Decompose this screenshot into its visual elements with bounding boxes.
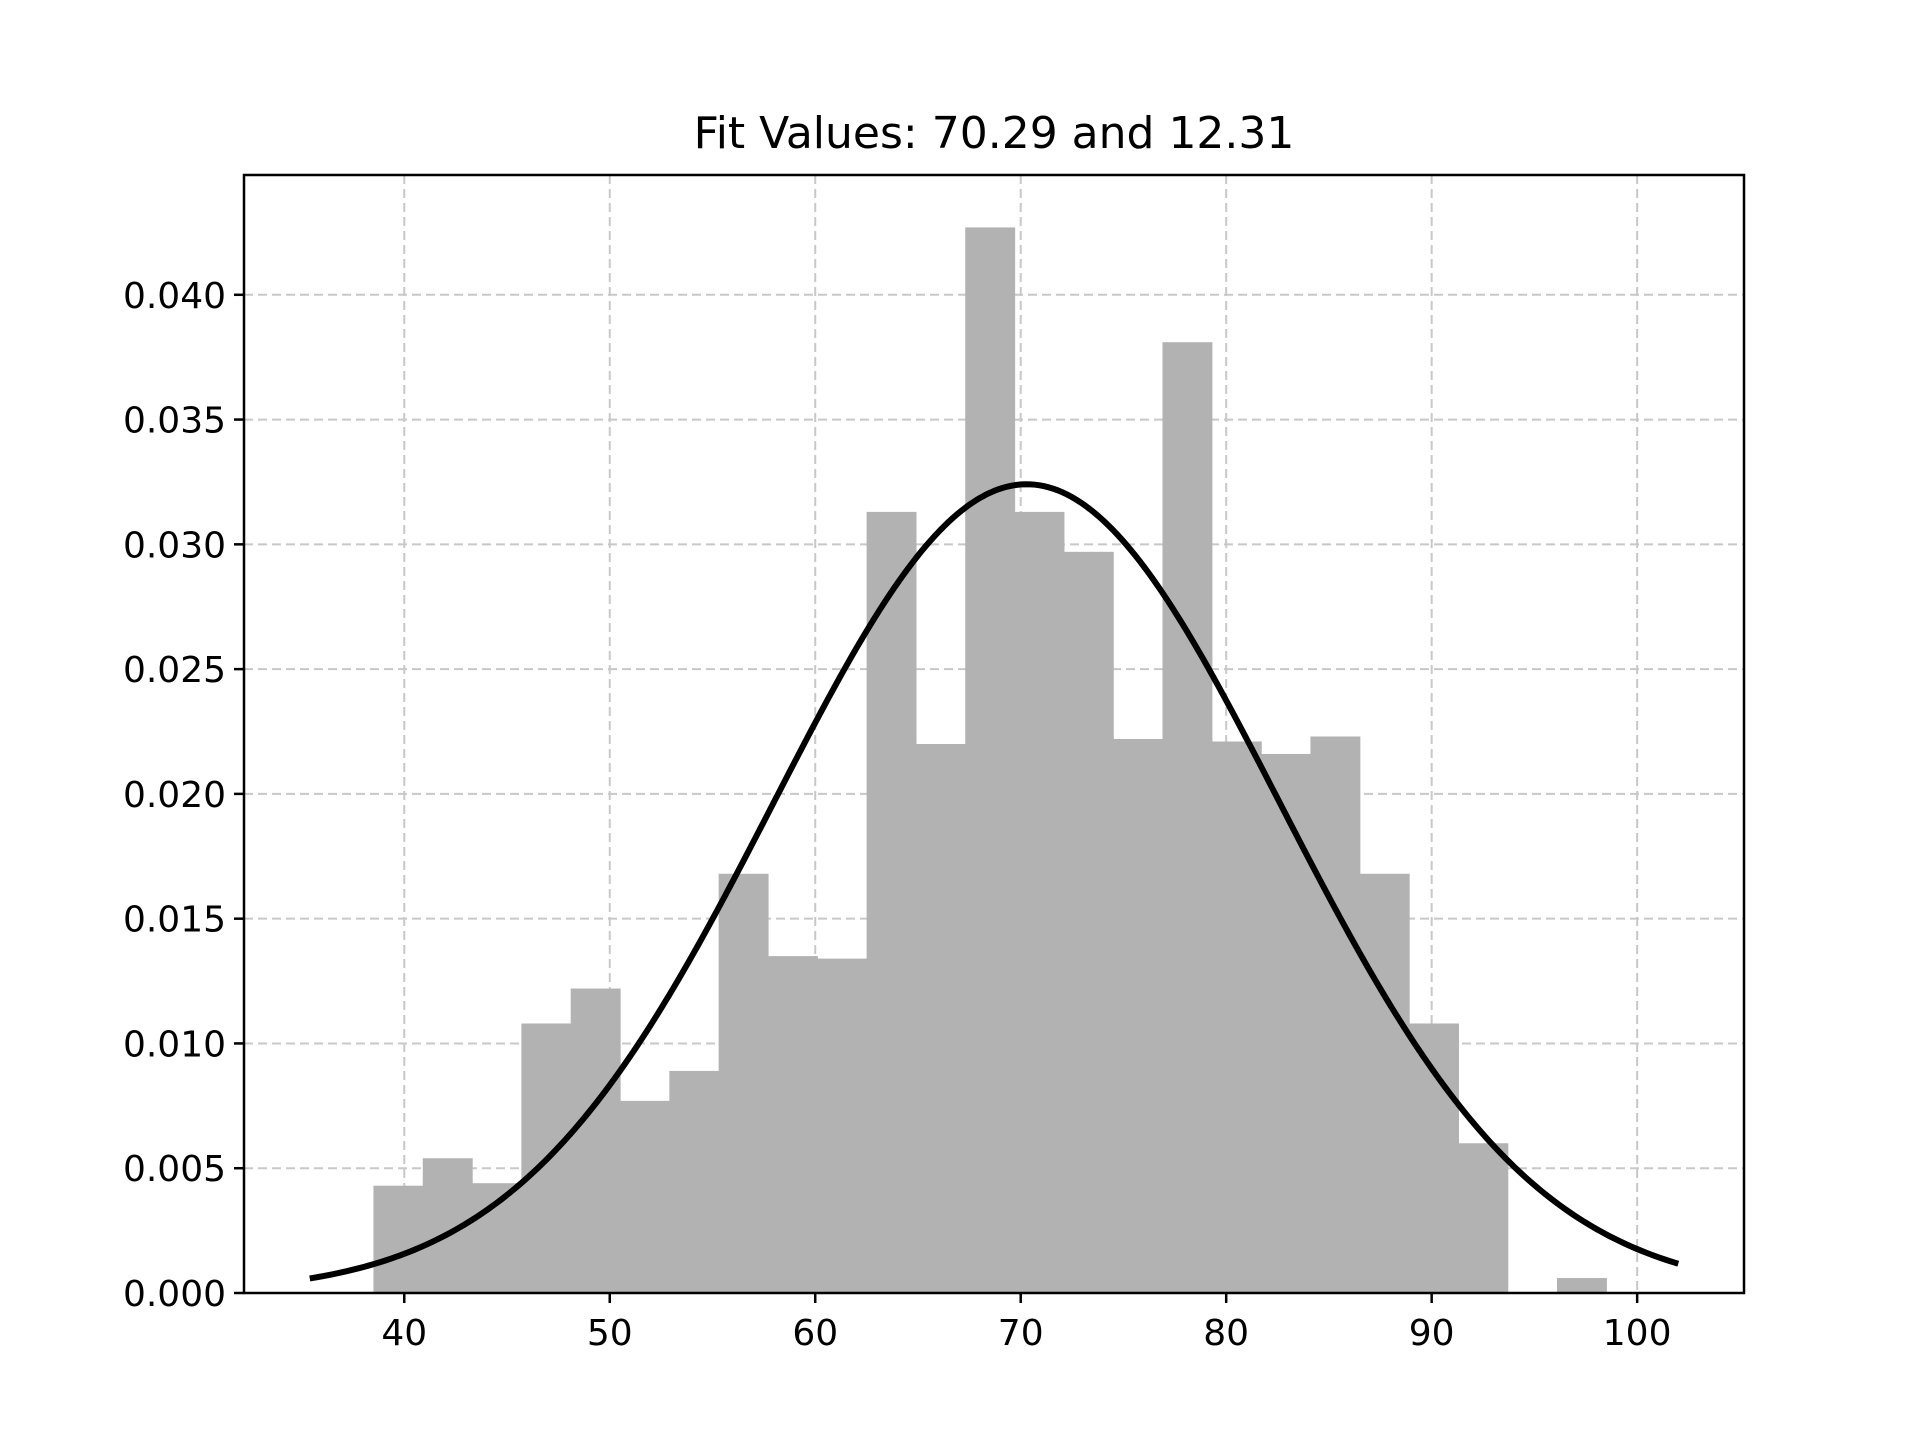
x-tick-label: 100: [1603, 1313, 1672, 1354]
histogram-bar: [1162, 342, 1213, 1293]
y-tick-label: 0.005: [123, 1149, 226, 1190]
x-tick-label: 60: [792, 1313, 838, 1354]
y-tick-label: 0.040: [123, 276, 226, 317]
histogram-bar: [1310, 736, 1361, 1293]
histogram-bar: [1211, 741, 1262, 1293]
histogram-bar: [1359, 873, 1410, 1293]
y-tick-label: 0.035: [123, 401, 226, 442]
histogram-bar: [866, 511, 917, 1293]
histogram-bar: [1557, 1278, 1607, 1293]
histogram-bar: [767, 956, 818, 1293]
histogram-bar: [1409, 1023, 1459, 1293]
y-tick-label: 0.000: [123, 1274, 226, 1315]
y-tick-label: 0.015: [123, 900, 226, 941]
fit-curve: [309, 481, 1680, 1282]
x-tick-label: 90: [1409, 1313, 1455, 1354]
histogram-bar: [1458, 1143, 1509, 1293]
y-tick-label: 0.010: [123, 1024, 226, 1065]
plot-area-frame: [242, 173, 1746, 1295]
histogram-bar: [915, 743, 966, 1293]
x-tick-label: 50: [587, 1313, 633, 1354]
histogram-bars: [373, 227, 1607, 1293]
chart-title: Fit Values: 70.29 and 12.31: [694, 108, 1295, 159]
histogram-bar: [718, 873, 769, 1293]
histogram-bar: [620, 1100, 670, 1293]
x-tick-label: 70: [998, 1313, 1044, 1354]
x-tick-label: 40: [381, 1313, 427, 1354]
histogram-bar: [1014, 511, 1065, 1293]
histogram-bar: [1261, 753, 1312, 1293]
fit-curve-group: [309, 481, 1680, 1282]
y-tick-label: 0.030: [123, 525, 226, 566]
y-tick-label: 0.025: [123, 650, 226, 691]
histogram-bar: [669, 1070, 720, 1293]
y-axis-ticks: 0.000 0.005 0.010 0.015 0.020 0.025 0.030 0.035…: [123, 276, 244, 1315]
y-tick-label: 0.020: [123, 775, 226, 816]
histogram-bar: [1063, 551, 1114, 1293]
x-tick-label: 80: [1203, 1313, 1249, 1354]
histogram-bar: [373, 1185, 424, 1293]
histogram-bar: [570, 988, 621, 1293]
histogram-bar: [965, 227, 1016, 1293]
histogram-bar: [1113, 738, 1164, 1293]
x-axis-ticks: 40 50 60 70 80 90 100: [381, 1293, 1672, 1354]
histogram-bar: [817, 958, 868, 1293]
